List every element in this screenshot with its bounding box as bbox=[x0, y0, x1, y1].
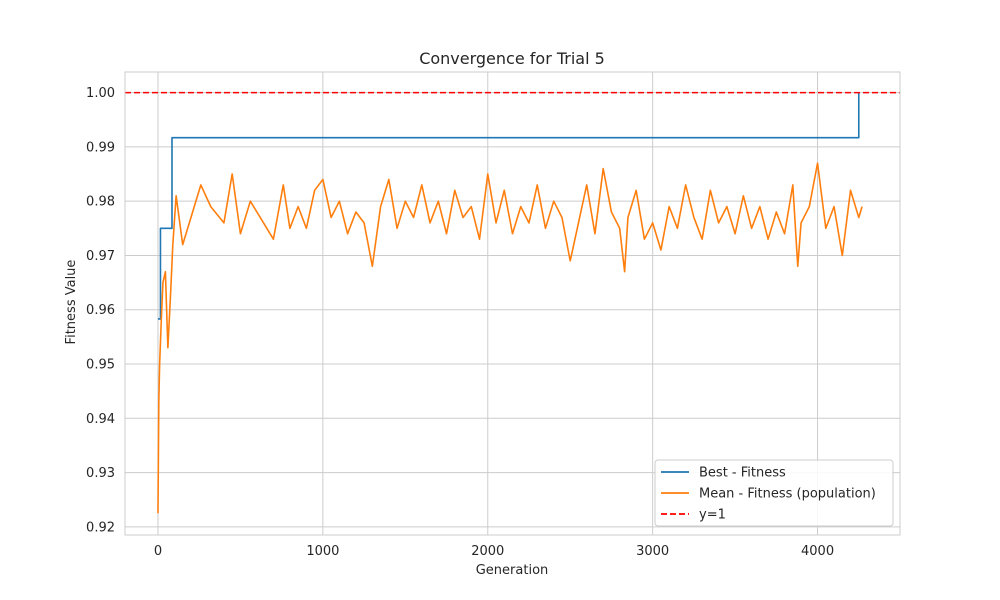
plot-background bbox=[125, 72, 900, 535]
x-tick-label: 0 bbox=[154, 544, 162, 559]
x-axis-label: Generation bbox=[476, 563, 549, 578]
y-tick-label: 0.95 bbox=[86, 358, 115, 373]
legend: Best - Fitness Mean - Fitness (population… bbox=[654, 459, 894, 527]
series-line-1 bbox=[157, 162, 863, 514]
series-group bbox=[125, 91, 900, 514]
y-tick-label: 0.92 bbox=[86, 520, 115, 535]
y-tick-label: 1.00 bbox=[86, 86, 115, 101]
x-tick-label: 2000 bbox=[471, 544, 504, 559]
legend-label-2: y=1 bbox=[699, 508, 726, 523]
y-tick-label: 0.97 bbox=[86, 249, 115, 264]
chart-title: Convergence for Trial 5 bbox=[419, 49, 605, 68]
y-axis-label: Fitness Value bbox=[64, 260, 79, 345]
y-tick-label: 0.99 bbox=[86, 140, 115, 155]
plot-frame bbox=[124, 71, 901, 536]
x-tick-label: 3000 bbox=[636, 544, 669, 559]
y-tick-label: 0.96 bbox=[86, 303, 115, 318]
plot-area: 0 1000 2000 3000 4000 0.92 0.93 0.94 0.95 0.96 0.9… bbox=[86, 71, 901, 559]
y-tick-label: 0.98 bbox=[86, 195, 115, 210]
y-tick-label: 0.94 bbox=[86, 412, 115, 427]
series-line-0 bbox=[157, 92, 860, 320]
legend-label-0: Best - Fitness bbox=[699, 466, 786, 481]
x-tick-label: 4000 bbox=[801, 544, 834, 559]
legend-box bbox=[654, 459, 894, 527]
x-tick-label: 1000 bbox=[306, 544, 339, 559]
y-tick-label: 0.93 bbox=[86, 466, 115, 481]
legend-label-1: Mean - Fitness (population) bbox=[699, 487, 876, 502]
